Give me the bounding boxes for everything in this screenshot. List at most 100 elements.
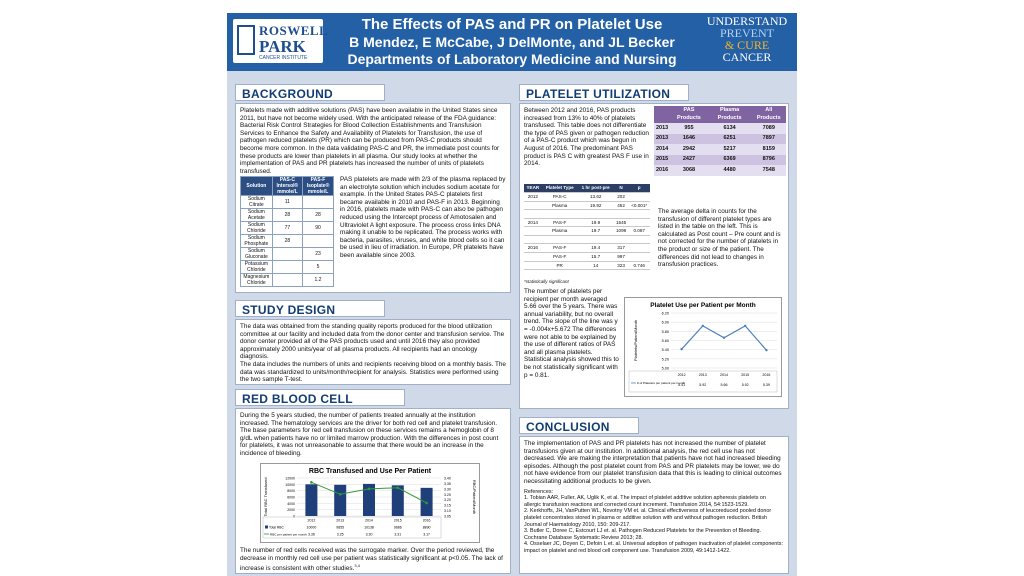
- pas-table-cell: 8796: [751, 154, 786, 166]
- rbc-y-tick: 2000: [287, 508, 295, 512]
- pas-table-row: 2015 2427 6369 8796: [654, 154, 786, 166]
- pas-table-cell: 6369: [707, 154, 752, 166]
- solution-table-cell: Sodium Phosphate: [240, 234, 273, 248]
- rbc-y-axis-label: Total RBC Transfused: [263, 478, 268, 517]
- solution-table-cell: [301, 234, 335, 248]
- conclusion-heading: CONCLUSION: [519, 417, 639, 434]
- rbc-y2-axis-label: RBC/Patient/Month: [472, 480, 477, 514]
- pas-table-header-cell: All Products: [751, 106, 786, 124]
- rbc-y-tick: 10000: [285, 483, 295, 487]
- rbc-bar: [363, 483, 375, 516]
- platelet-para-3: The number of platelets per recipient pe…: [524, 288, 619, 379]
- year-table-cell: [541, 235, 578, 245]
- year-table-cell: 14: [577, 261, 614, 271]
- year-table-cell: 1545: [613, 218, 629, 228]
- poster-authors: B Mendez, E McCabe, J DelMonte, and JL B…: [349, 34, 675, 50]
- conclusion-box: The implementation of PAS and PR platele…: [519, 436, 789, 574]
- year-table-row: PAS-F 15.7 997: [524, 252, 650, 262]
- solution-table-row: Magnesium Chloride 1.2: [240, 273, 335, 287]
- poster-header: ROSWELL PARK CANCER INSTITUTE The Effect…: [227, 13, 797, 71]
- year-table-cell: [524, 252, 542, 262]
- solution-table-header-cell: PAS-C Intersol® mmole/L: [271, 176, 303, 196]
- solution-table-cell: 5: [301, 260, 335, 274]
- roswell-park-logo: ROSWELL PARK CANCER INSTITUTE: [233, 19, 328, 63]
- year-table-cell: [577, 209, 614, 219]
- year-table-cell: 0.087: [628, 226, 650, 236]
- platelet-heading: PLATELET UTILIZATION: [519, 84, 689, 101]
- pas-table-cell: 4480: [707, 165, 752, 176]
- pas-table-cell: 6251: [707, 133, 752, 145]
- year-table-row: 2012 PAS-C 13.62 202: [524, 192, 650, 202]
- tagline-3: & CURE: [724, 38, 770, 52]
- rbc-data-table: [262, 516, 442, 539]
- platelet-line-point: [701, 324, 704, 328]
- platelet-value-label: 5.92: [699, 383, 706, 387]
- platelet-line-point: [744, 324, 747, 328]
- platelet-x-tick: 2012: [678, 373, 686, 377]
- solution-table-cell: 28: [271, 208, 303, 222]
- year-table-cell: 13.62: [577, 192, 614, 202]
- year-table-cell: PAS-F: [541, 252, 578, 262]
- solution-table-cell: [301, 195, 335, 209]
- year-table-cell: [628, 218, 650, 228]
- rbc-bar-label: 9686: [394, 526, 402, 530]
- year-table-cell: [628, 209, 650, 219]
- rbc-x-tick: 2013: [336, 519, 344, 523]
- solution-table-cell: 28: [271, 234, 303, 248]
- rbc-line-label: 3.25: [337, 533, 344, 537]
- pas-table-cell: 2013: [654, 123, 671, 134]
- solution-table-header-cell: PAS-F Isoplate® mmole/L: [301, 176, 335, 196]
- study-design-para-2: The data includes the numbers of units a…: [240, 360, 506, 384]
- year-table-row: 2016 PAS-F 19.4 317: [524, 243, 650, 253]
- year-table-cell: PAS-F: [541, 243, 578, 253]
- year-table-cell: PR: [541, 261, 578, 271]
- rbc-line-label: 3.36: [308, 533, 315, 537]
- rbc-y2-tick: 3.10: [444, 509, 451, 513]
- solution-table-row: Sodium Acetate 28 28: [240, 208, 335, 222]
- solution-table-row: Potassium Chloride 5: [240, 260, 335, 274]
- pas-table-cell: 8159: [751, 144, 786, 155]
- rbc-line-point: [425, 501, 428, 505]
- year-table-header-cell: p: [628, 184, 650, 193]
- platelet-line-point: [722, 336, 726, 339]
- platelet-line-point: [680, 348, 683, 351]
- solution-table-cell: [271, 273, 303, 287]
- year-table-cell: 2012: [524, 192, 542, 202]
- platelet-value-label: 5.66: [721, 383, 728, 387]
- pas-table-row: 2016 3068 4480 7548: [654, 165, 786, 176]
- rbc-bar: [334, 484, 347, 516]
- year-table-cell: 19.92: [577, 201, 614, 211]
- rbc-y-tick: 4000: [287, 502, 295, 506]
- platelet-chart: Platelet Use per Patient per Month Platel…: [624, 297, 782, 397]
- platelet-value-label: 5.41: [678, 383, 685, 387]
- background-para-2: PAS platelets are made with 2/3 of the p…: [340, 176, 506, 259]
- rbc-legend-line: RBC per patient per month: [270, 533, 307, 537]
- solution-table-cell: Sodium Citrate: [240, 195, 273, 209]
- poster: ROSWELL PARK CANCER INSTITUTE The Effect…: [227, 13, 797, 576]
- year-table-cell: [613, 235, 629, 245]
- platelet-y-tick: 6.00: [662, 321, 669, 325]
- rbc-y2-tick: 3.40: [444, 477, 451, 481]
- reference-item: 1. Tobian AAR, Fuller, AK, Uglik K, et a…: [524, 495, 766, 508]
- pas-table-header-cell: [654, 106, 671, 124]
- solution-table-cell: Sodium Acetate: [240, 208, 273, 222]
- rbc-bar-label: 10000: [307, 526, 317, 530]
- solution-table-cell: Sodium Chloride: [240, 221, 273, 235]
- solution-table-cell: Sodium Gluconate: [240, 247, 273, 261]
- reference-item: 3. Butler C, Doree C, Estcourt LJ et. al…: [524, 528, 762, 541]
- rbc-y2-tick: 3.30: [444, 487, 451, 491]
- year-table-cell: [524, 261, 542, 271]
- rbc-legend-bar: Total RBC: [269, 526, 284, 530]
- year-table-footnote: *statistically significant: [524, 279, 569, 284]
- rbc-bar: [391, 485, 404, 516]
- solution-table-row: Sodium Citrate 11: [240, 195, 335, 209]
- pas-table-cell: 7089: [751, 123, 786, 134]
- solution-table-cell: Magnesium Chloride: [240, 273, 273, 287]
- tagline-logo: UNDERSTAND PREVENT & CURE CANCER: [699, 15, 795, 63]
- platelet-y-tick: 5.80: [662, 330, 669, 334]
- study-design-box: The data was obtained from the standing …: [235, 319, 511, 385]
- solution-table-header-cell: Solution: [240, 176, 273, 196]
- year-table-cell: 0.746: [628, 261, 650, 271]
- rbc-chart: RBC Transfused and Use Per Patient Total …: [260, 463, 480, 543]
- year-table-row: Plasma 19.7 1099 0.087: [524, 226, 650, 236]
